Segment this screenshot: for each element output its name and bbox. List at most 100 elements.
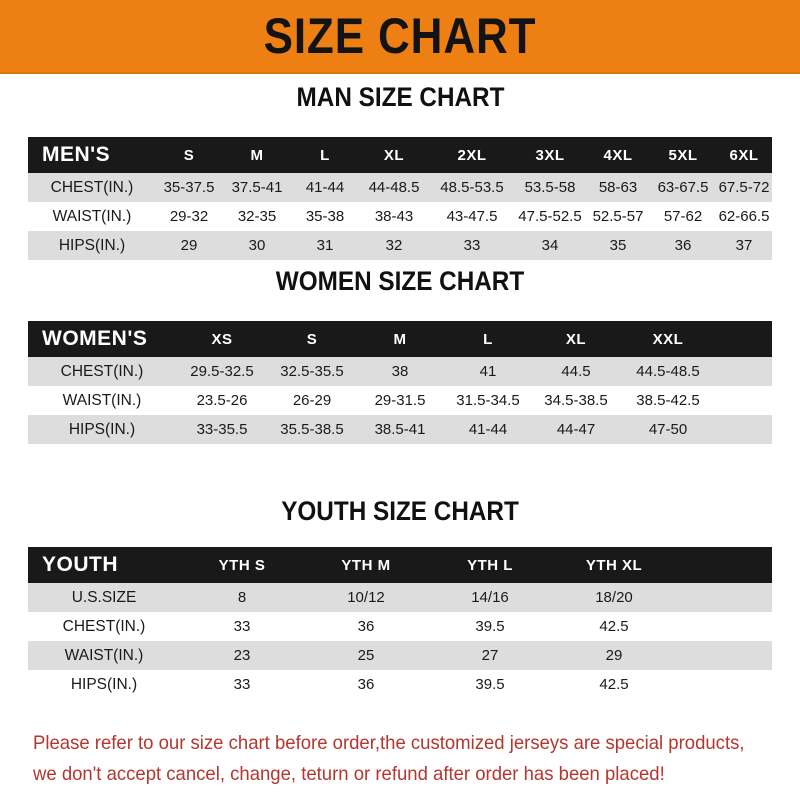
youth-cell: 27 xyxy=(481,647,499,664)
women-cell: 44-47 xyxy=(556,421,596,438)
women-table-body: WOMEN'S XS S M L XL XXL CHEST(IN.) 29.5-32.5 32.5… xyxy=(28,321,772,444)
women-cell: 23.5-26 xyxy=(196,392,248,409)
youth-table-body: YOUTH YTH S YTH M YTH L YTH XL U.S.SIZE 8 10/12… xyxy=(28,547,772,699)
youth-size-header-1: YTH S xyxy=(218,556,266,574)
women-cell: 29-31.5 xyxy=(374,392,426,409)
men-table-header-row: MEN'S S M L XL 2XL 3XL 4XL 5XL 6XL xyxy=(28,137,772,173)
men-cell: 44-48.5 xyxy=(368,179,420,196)
order-policy-note-line-1: Please refer to our size chart before or… xyxy=(33,732,745,754)
table-row: HIPS(IN.) 33-35.5 35.5-38.5 38.5-41 41-44 44-… xyxy=(28,415,772,444)
youth-size-header-3: YTH L xyxy=(467,556,513,574)
men-cell: 33 xyxy=(463,237,481,254)
youth-section-title-text: YOUTH SIZE CHART xyxy=(281,496,519,526)
men-cell: 63-67.5 xyxy=(657,179,709,196)
women-cell: 41-44 xyxy=(468,421,508,438)
women-section-title: WOMEN SIZE CHART xyxy=(0,266,800,296)
women-size-header-3: M xyxy=(393,330,407,348)
youth-cell: 25 xyxy=(357,647,375,664)
women-cell: 32.5-35.5 xyxy=(280,363,344,380)
page-title: SIZE CHART xyxy=(263,8,537,64)
women-row-spacer xyxy=(716,415,772,444)
youth-cell: 23 xyxy=(233,647,251,664)
men-section-title: MAN SIZE CHART xyxy=(0,82,800,112)
women-row-label: HIPS(IN.) xyxy=(68,420,136,438)
women-size-header-1: XS xyxy=(211,330,233,348)
women-row-spacer xyxy=(716,386,772,415)
men-size-header-3: L xyxy=(320,146,330,164)
youth-row-label: WAIST(IN.) xyxy=(64,646,144,664)
youth-row-label: HIPS(IN.) xyxy=(70,675,138,693)
men-cell: 67.5-72 xyxy=(718,179,770,196)
table-row: WAIST(IN.) 29-32 32-35 35-38 38-43 43-47.5 47.… xyxy=(28,202,772,231)
women-cell: 38.5-41 xyxy=(374,421,426,438)
men-section-title-text: MAN SIZE CHART xyxy=(296,82,504,112)
men-cell: 35 xyxy=(609,237,627,254)
women-corner-label: WOMEN'S xyxy=(42,327,148,350)
women-size-header-5: XL xyxy=(565,330,587,348)
men-row-label: CHEST(IN.) xyxy=(50,178,134,196)
men-cell: 52.5-57 xyxy=(592,208,644,225)
youth-cell: 33 xyxy=(233,618,251,635)
women-cell: 47-50 xyxy=(648,421,688,438)
table-row: HIPS(IN.) 29 30 31 32 33 34 35 36 37 xyxy=(28,231,772,260)
youth-corner-label: YOUTH xyxy=(42,553,118,576)
youth-cell: 8 xyxy=(237,589,247,606)
youth-row-spacer xyxy=(676,612,772,641)
men-cell: 43-47.5 xyxy=(446,208,498,225)
youth-row-spacer xyxy=(676,583,772,612)
women-table-header-row: WOMEN'S XS S M L XL XXL xyxy=(28,321,772,357)
women-cell: 41 xyxy=(479,363,497,380)
youth-row-label: CHEST(IN.) xyxy=(62,617,146,635)
table-row: HIPS(IN.) 33 36 39.5 42.5 xyxy=(28,670,772,699)
women-cell: 34.5-38.5 xyxy=(544,392,608,409)
table-row: CHEST(IN.) 35-37.5 37.5-41 41-44 44-48.5 48.5… xyxy=(28,173,772,202)
women-cell: 38.5-42.5 xyxy=(636,392,700,409)
youth-cell: 36 xyxy=(357,676,375,693)
table-row: CHEST(IN.) 29.5-32.5 32.5-35.5 38 41 44.5 44.5… xyxy=(28,357,772,386)
men-cell: 37.5-41 xyxy=(231,179,283,196)
men-cell: 53.5-58 xyxy=(524,179,576,196)
women-cell: 26-29 xyxy=(292,392,332,409)
youth-cell: 14/16 xyxy=(471,589,509,606)
women-cell: 29.5-32.5 xyxy=(190,363,254,380)
men-table-body: MEN'S S M L XL 2XL 3XL 4XL 5XL 6XL CHEST(IN.) 35-37… xyxy=(28,137,772,260)
table-row: CHEST(IN.) 33 36 39.5 42.5 xyxy=(28,612,772,641)
men-size-header-6: 3XL xyxy=(535,146,565,164)
order-policy-note: Please refer to our size chart before or… xyxy=(33,728,778,790)
youth-cell: 10/12 xyxy=(347,589,385,606)
youth-cell: 42.5 xyxy=(599,676,629,693)
men-size-table: MEN'S S M L XL 2XL 3XL 4XL 5XL 6XL CHEST(IN.) 35-37… xyxy=(28,137,772,260)
men-cell: 32 xyxy=(385,237,403,254)
women-size-header-4: L xyxy=(483,330,493,348)
table-row: WAIST(IN.) 23.5-26 26-29 29-31.5 31.5-34.5 34… xyxy=(28,386,772,415)
men-size-header-5: 2XL xyxy=(457,146,487,164)
men-size-header-2: M xyxy=(250,146,264,164)
men-row-label: WAIST(IN.) xyxy=(52,207,132,225)
men-cell: 57-62 xyxy=(663,208,703,225)
order-policy-note-line-2: we don't accept cancel, change, teturn o… xyxy=(33,763,665,785)
women-row-label: CHEST(IN.) xyxy=(60,362,144,380)
women-section-title-text: WOMEN SIZE CHART xyxy=(275,266,525,296)
youth-row-spacer xyxy=(676,670,772,699)
men-size-header-7: 4XL xyxy=(603,146,633,164)
men-cell: 29-32 xyxy=(169,208,209,225)
youth-cell: 39.5 xyxy=(475,618,505,635)
women-cell: 38 xyxy=(391,363,409,380)
men-cell: 35-37.5 xyxy=(163,179,215,196)
men-row-label: HIPS(IN.) xyxy=(58,236,126,254)
youth-cell: 33 xyxy=(233,676,251,693)
women-row-spacer xyxy=(716,357,772,386)
men-cell: 29 xyxy=(180,237,198,254)
page-banner: SIZE CHART xyxy=(0,0,800,74)
youth-size-header-4: YTH XL xyxy=(585,556,643,574)
men-cell: 62-66.5 xyxy=(718,208,770,225)
men-cell: 35-38 xyxy=(305,208,345,225)
women-cell: 44.5 xyxy=(561,363,591,380)
men-size-header-9: 6XL xyxy=(729,146,759,164)
table-row: WAIST(IN.) 23 25 27 29 xyxy=(28,641,772,670)
youth-cell: 42.5 xyxy=(599,618,629,635)
men-size-header-4: XL xyxy=(383,146,405,164)
men-size-header-8: 5XL xyxy=(668,146,698,164)
youth-size-header-2: YTH M xyxy=(341,556,391,574)
